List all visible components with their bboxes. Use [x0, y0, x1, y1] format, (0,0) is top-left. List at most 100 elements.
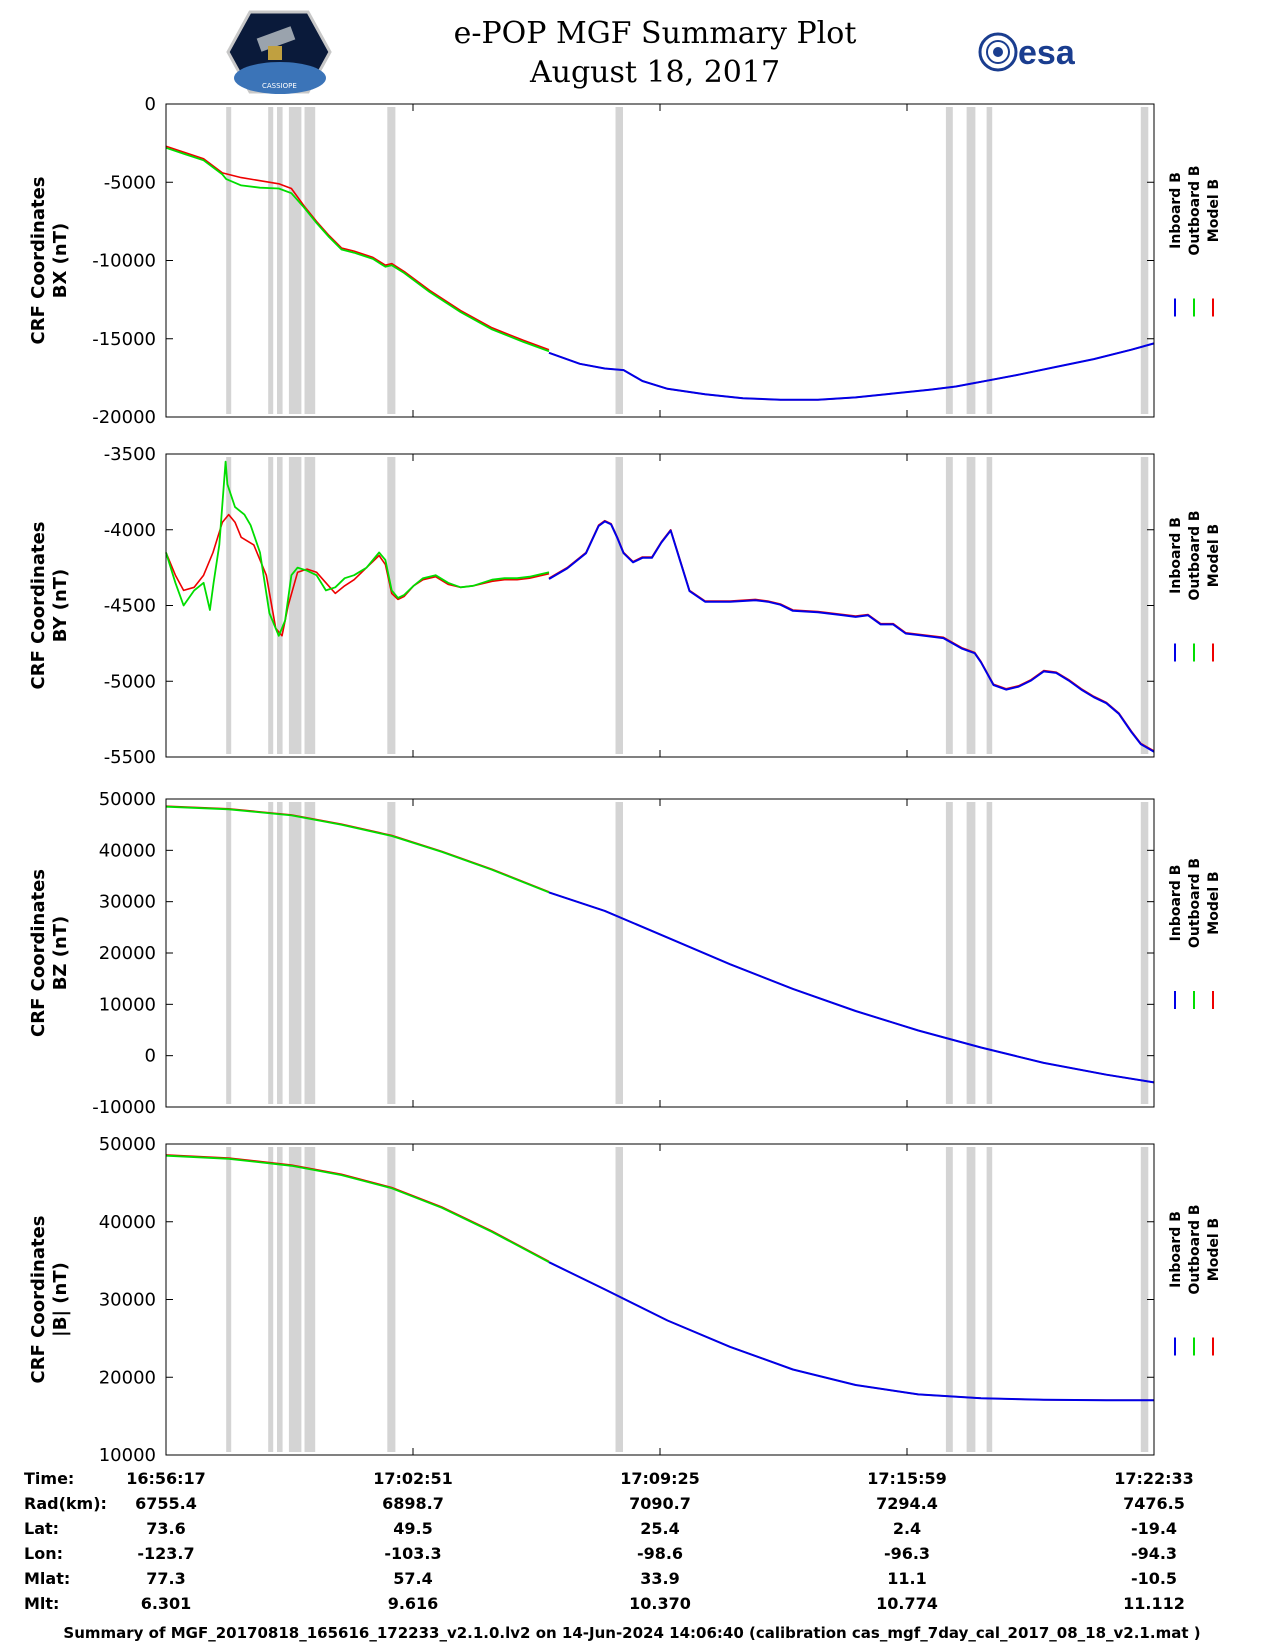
- model-b-line-late: [548, 519, 1155, 752]
- y-tick-label: 30000: [99, 892, 156, 913]
- info-row-label: Lon:: [24, 1544, 63, 1563]
- data-gap-bar: [966, 457, 976, 754]
- y-tick-label: 10000: [99, 994, 156, 1015]
- info-value: 33.9: [640, 1569, 679, 1588]
- info-row-label: Mlt:: [24, 1594, 59, 1613]
- data-gap-bar: [615, 1147, 623, 1452]
- model-b-line: [165, 145, 550, 351]
- y-tick-label: 0: [145, 94, 156, 115]
- x-tick-label: 17:22:33: [1114, 1469, 1194, 1488]
- y-tick-label: 10000: [99, 1445, 156, 1466]
- y-tick-label: -5000: [104, 671, 156, 692]
- y-tick-label: 50000: [99, 1134, 156, 1155]
- info-value: 10.774: [876, 1594, 938, 1613]
- data-gap-bar: [1140, 1147, 1149, 1452]
- legend-label: Inboard B: [1168, 865, 1184, 942]
- chart-title: e-POP MGF Summary Plot: [454, 16, 857, 51]
- info-value: 2.4: [893, 1519, 921, 1538]
- data-gap-bar: [288, 802, 302, 1104]
- x-tick-label: 16:56:17: [126, 1469, 206, 1488]
- info-row-label: Time:: [24, 1469, 74, 1488]
- info-value: 49.5: [393, 1519, 432, 1538]
- legend-label: Inboard B: [1168, 1211, 1184, 1288]
- inboard-b-line: [548, 891, 1155, 1084]
- legend: Inboard B Outboard B Model B: [1168, 165, 1222, 317]
- data-gap-bar: [986, 802, 993, 1104]
- data-gap-bar: [268, 1147, 274, 1452]
- model-b-line: [165, 805, 550, 893]
- info-value: -98.6: [637, 1544, 683, 1563]
- data-gap-bar: [986, 457, 993, 754]
- data-gap-bar: [966, 1147, 976, 1452]
- model-b-line-late: [548, 342, 1155, 401]
- legend: Inboard B Outboard B Model B: [1168, 510, 1222, 662]
- y-tick-label: -4500: [104, 596, 156, 617]
- info-value: -19.4: [1131, 1519, 1177, 1538]
- plot-panels: 0 -5000 -10000 -15000 -20000 CRF CoordinatesB…: [28, 94, 1222, 1466]
- y-tick-label: 30000: [99, 1290, 156, 1311]
- model-b-line-late: [548, 1261, 1154, 1401]
- data-gap-bar: [277, 457, 283, 754]
- legend-label: Inboard B: [1168, 517, 1184, 594]
- legend-label: Model B: [1206, 1218, 1222, 1281]
- y-axis-label: CRF CoordinatesBX (nT): [28, 177, 71, 345]
- x-tick-label: 17:15:59: [867, 1469, 947, 1488]
- data-gap-bar: [268, 457, 274, 754]
- data-gap-bar: [226, 1147, 232, 1452]
- data-gap-bar: [304, 107, 316, 414]
- legend-label: Model B: [1206, 524, 1222, 587]
- footer-summary: Summary of MGF_20170818_165616_172233_v2…: [63, 1624, 1200, 1642]
- legend-label: Model B: [1206, 871, 1222, 934]
- y-tick-label: -15000: [92, 329, 156, 350]
- info-value: 7476.5: [1123, 1494, 1185, 1513]
- info-value: 11.112: [1123, 1594, 1185, 1613]
- y-tick-label: -10000: [92, 251, 156, 272]
- info-value: 6.301: [141, 1594, 192, 1613]
- data-gap-bar: [387, 107, 396, 414]
- inboard-b-line: [548, 342, 1155, 401]
- data-gap-bar: [1140, 457, 1149, 754]
- info-value: 10.370: [629, 1594, 691, 1613]
- data-gap-bar: [304, 457, 316, 754]
- y-axis-label: CRF CoordinatesBY (nT): [28, 522, 71, 690]
- info-value: 6898.7: [382, 1494, 444, 1513]
- info-value: 57.4: [393, 1569, 432, 1588]
- data-gap-bar: [387, 457, 396, 754]
- info-value: 9.616: [388, 1594, 439, 1613]
- data-gap-bar: [945, 1147, 953, 1452]
- info-value: 7294.4: [876, 1494, 938, 1513]
- data-gap-bar: [288, 1147, 302, 1452]
- data-gap-bar: [615, 457, 623, 754]
- info-value: -94.3: [1131, 1544, 1177, 1563]
- data-gap-bar: [277, 107, 283, 414]
- data-gap-bar: [277, 802, 283, 1104]
- data-gap-bar: [226, 457, 232, 754]
- y-tick-label: 50000: [99, 789, 156, 810]
- outboard-b-line: [165, 1154, 550, 1263]
- panel-bx: 0 -5000 -10000 -15000 -20000 CRF CoordinatesB…: [28, 94, 1222, 428]
- info-value: 25.4: [640, 1519, 679, 1538]
- data-gap-bar: [945, 802, 953, 1104]
- outboard-b-line: [165, 146, 550, 353]
- model-b-line-late: [548, 891, 1155, 1084]
- data-gap-bar: [1140, 802, 1149, 1104]
- data-gap-bar: [966, 107, 976, 414]
- data-gap-bar: [615, 802, 623, 1104]
- info-value: 11.1: [887, 1569, 926, 1588]
- outboard-b-line: [165, 805, 550, 894]
- inboard-b-line: [548, 520, 1155, 753]
- data-gap-bar: [945, 107, 953, 414]
- data-gap-bar: [288, 457, 302, 754]
- inboard-b-line: [548, 1261, 1154, 1402]
- data-gap-bar: [615, 107, 623, 414]
- legend: Inboard B Outboard B Model B: [1168, 858, 1222, 1009]
- legend-label: Outboard B: [1187, 1204, 1203, 1294]
- ephemeris-table: Time: Rad(km): Lat: Lon: Mlat: Mlt: 16:56:17 67…: [24, 1469, 1194, 1613]
- y-tick-label: 40000: [99, 840, 156, 861]
- legend-label: Outboard B: [1187, 510, 1203, 600]
- data-gap-bar: [986, 107, 993, 414]
- data-gap-bar: [226, 802, 232, 1104]
- panel-by: -3500 -4000 -4500 -5000 -5500 CRF Coordinates…: [28, 444, 1222, 768]
- info-value: 7090.7: [629, 1494, 691, 1513]
